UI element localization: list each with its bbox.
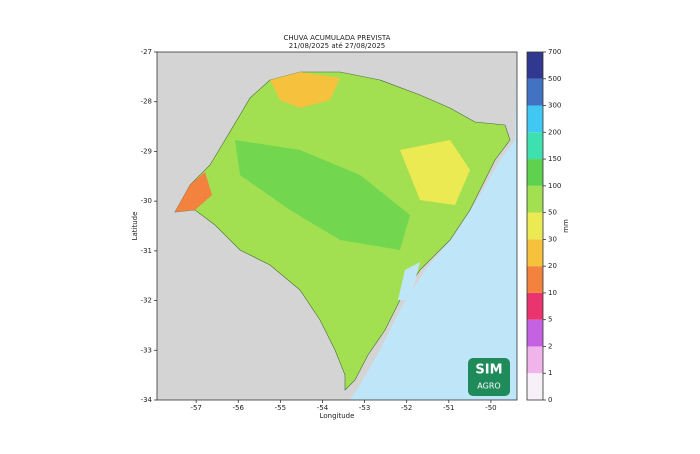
- dry-zone: [270, 72, 340, 108]
- y-axis-label: Latitude: [131, 212, 139, 241]
- y-tick-label: -28: [141, 98, 152, 106]
- ocean: [350, 52, 517, 400]
- colorbar-tick-label: 10: [548, 289, 557, 297]
- colorbar-bin: [527, 292, 543, 320]
- map: [156, 51, 518, 401]
- y-tick-label: -27: [141, 48, 152, 56]
- colorbar-frame: [526, 51, 544, 401]
- colorbar-tick-label: 200: [548, 128, 561, 136]
- y-tick-label: -31: [141, 247, 152, 255]
- frame: [156, 51, 518, 401]
- logo: SIM AGRO: [468, 358, 510, 396]
- colorbar-tick-label: 5: [548, 316, 552, 324]
- y-tick-label: -33: [141, 346, 152, 354]
- x-tick-label: -51: [443, 404, 454, 412]
- colorbar-bin: [527, 319, 543, 347]
- colorbar-bin: [527, 266, 543, 293]
- title: CHUVA ACUMULADA PREVISTA: [284, 34, 391, 42]
- y-tick-label: -29: [141, 147, 152, 155]
- colorbar-tick-label: 1: [548, 369, 552, 377]
- colorbar-bin: [527, 159, 543, 186]
- colorbar-bin: [527, 52, 543, 79]
- y-tick-label: -30: [141, 197, 152, 205]
- y-tick-label: -34: [141, 396, 153, 404]
- colorbar-bin: [527, 346, 543, 374]
- colorbar-bin: [527, 105, 543, 133]
- colorbar-tick-label: 2: [548, 342, 552, 350]
- x-tick-label: -55: [275, 404, 286, 412]
- dry-zone: [400, 140, 470, 205]
- colorbar-tick-label: 300: [548, 102, 561, 110]
- x-tick-label: -50: [485, 404, 496, 412]
- colorbar-bin: [527, 132, 543, 160]
- x-tick-label: -53: [359, 404, 370, 412]
- colorbar-tick-label: 150: [548, 155, 561, 163]
- colorbar-tick-label: 50: [548, 209, 557, 217]
- x-axis-label: Longitude: [320, 412, 355, 420]
- colorbar-bin: [527, 78, 543, 106]
- colorbar-tick-label: 20: [548, 262, 557, 270]
- logo-box: [468, 358, 510, 396]
- x-tick-label: -54: [317, 404, 329, 412]
- colorbar-bin: [527, 239, 543, 267]
- x-tick-label: -57: [190, 404, 201, 412]
- colorbar-tick-label: 30: [548, 235, 557, 243]
- logo-text: AGRO: [477, 382, 500, 391]
- lagoon: [398, 262, 420, 300]
- colorbar-tick-label: 0: [548, 396, 552, 404]
- subtitle: 21/08/2025 até 27/08/2025: [289, 42, 385, 50]
- wet-zone: [235, 140, 410, 250]
- x-tick-label: -52: [401, 404, 412, 412]
- colorbar-tick-label: 700: [548, 48, 561, 56]
- y-tick-label: -32: [141, 297, 152, 305]
- colorbar-tick-label: 100: [548, 182, 561, 190]
- colorbar-bin: [527, 185, 543, 213]
- x-tick-label: -56: [233, 404, 245, 412]
- colorbar-bin: [527, 212, 543, 240]
- dry-zone: [175, 172, 212, 212]
- colorbar-tick-label: 500: [548, 75, 561, 83]
- logo-text: SIM: [475, 363, 502, 378]
- colorbar-bin: [527, 373, 543, 400]
- colorbar-label: mm: [562, 219, 570, 233]
